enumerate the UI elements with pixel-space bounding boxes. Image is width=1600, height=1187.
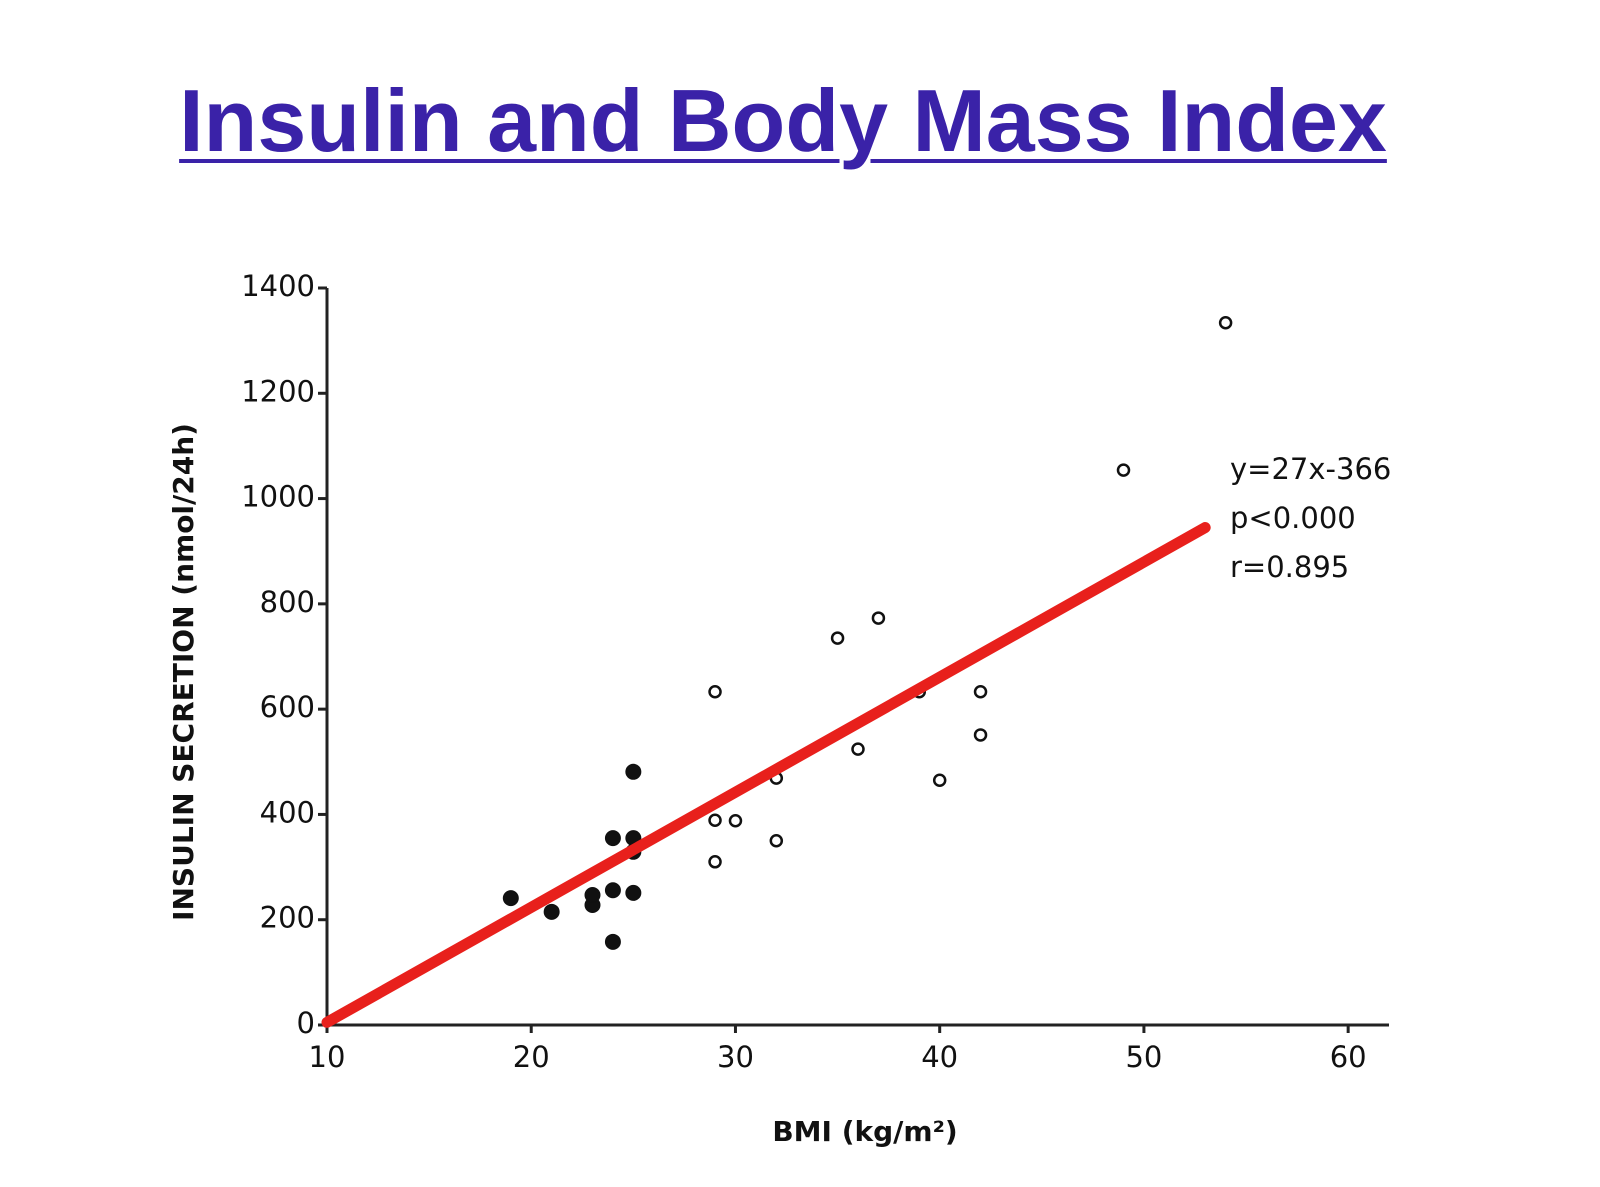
data-point	[543, 903, 560, 920]
data-point	[625, 884, 642, 901]
y-tick-label: 1400	[241, 269, 315, 303]
data-point	[502, 890, 519, 907]
chart-title: Insulin and Body Mass Index	[179, 71, 1387, 170]
data-point	[932, 773, 947, 787]
data-point	[871, 611, 886, 625]
y-tick-label: 400	[260, 795, 315, 829]
annotation: y=27x-366	[1230, 452, 1391, 486]
annotation: r=0.895	[1230, 550, 1349, 584]
fit-line	[321, 522, 1211, 1028]
data-point	[604, 830, 621, 847]
y-tick-label: 1200	[241, 374, 315, 408]
y-tick-label: 1000	[241, 480, 315, 514]
x-tick-label: 40	[921, 1040, 958, 1074]
data-point	[584, 886, 601, 903]
data-point	[973, 685, 988, 699]
y-tick-label: 800	[260, 585, 315, 619]
x-axis-label: BMI (kg/m²)	[772, 1115, 957, 1148]
data-point	[728, 813, 743, 828]
x-tick-label: 60	[1330, 1040, 1367, 1074]
data-point	[604, 933, 621, 950]
y-tick-label: 600	[260, 690, 315, 724]
data-point	[769, 834, 784, 848]
x-tick-label: 20	[513, 1040, 550, 1074]
annotation: p<0.000	[1230, 501, 1356, 535]
y-axis-label: INSULIN SECRETION (nmol/24h)	[167, 423, 200, 921]
data-point	[708, 855, 722, 869]
data-point	[604, 882, 621, 899]
data-point	[708, 813, 722, 827]
y-tick-label: 200	[260, 901, 315, 935]
data-point	[625, 763, 642, 780]
data-point	[973, 728, 988, 742]
data-point	[708, 685, 722, 699]
data-point	[1116, 463, 1131, 477]
x-tick-label: 50	[1125, 1040, 1162, 1074]
x-tick-label: 30	[717, 1040, 754, 1074]
data-point	[851, 742, 865, 756]
x-tick-label: 10	[309, 1040, 346, 1074]
y-tick-label: 0	[297, 1006, 315, 1040]
data-point	[830, 631, 845, 645]
data-point	[1218, 315, 1233, 330]
